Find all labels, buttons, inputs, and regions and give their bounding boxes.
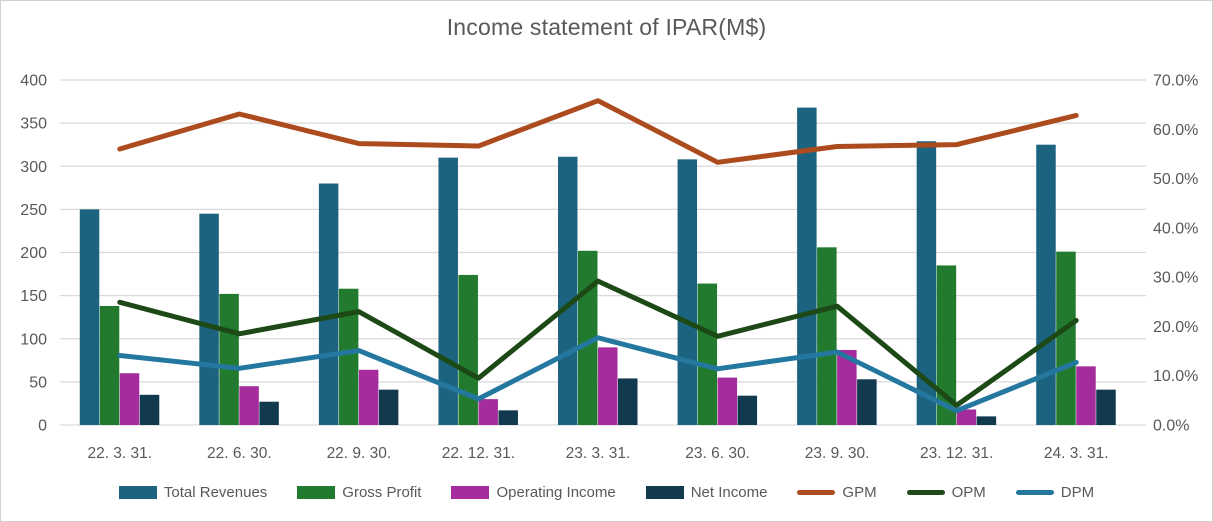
- bar-operating-income: [837, 349, 857, 425]
- legend-swatch-dpm: [1015, 489, 1054, 495]
- line-opm: [117, 278, 1079, 408]
- x-axis-label: 23. 3. 31.: [566, 445, 631, 462]
- bar-operating-income: [1076, 366, 1096, 425]
- left-axis-tick: 300: [20, 159, 47, 176]
- x-axis-label: 24. 3. 31.: [1044, 445, 1109, 462]
- right-axis-tick: 40.0%: [1153, 220, 1198, 237]
- x-axis-label: 23. 9. 30.: [805, 445, 870, 462]
- legend-item-total-revenues: Total Revenues: [118, 483, 268, 501]
- bar-gross-profit: [338, 288, 359, 425]
- bar-operating-income: [717, 377, 738, 425]
- legend-item-opm: OPM: [906, 483, 986, 501]
- bar-gross-profit: [1056, 251, 1076, 425]
- bar-net-income: [259, 401, 279, 425]
- right-axis-tick: 30.0%: [1153, 270, 1198, 287]
- x-axis-label: 22. 12. 31.: [442, 445, 515, 462]
- bar-gross-profit: [99, 305, 120, 425]
- bar-operating-income: [239, 386, 259, 425]
- bar-total-revenues: [677, 159, 698, 425]
- bar-net-income: [737, 395, 758, 425]
- bar-net-income: [618, 378, 638, 425]
- left-axis-tick: 50: [29, 374, 47, 391]
- bar-operating-income: [598, 347, 618, 425]
- left-axis-tick: 350: [20, 116, 47, 133]
- legend-label-gross-profit: Gross Profit: [342, 483, 422, 501]
- left-axis-tick: 400: [20, 73, 47, 90]
- legend-label-operating-income: Operating Income: [496, 483, 616, 501]
- chart-title: Income statement of IPAR(M$): [446, 14, 767, 40]
- bar-total-revenues: [797, 107, 817, 425]
- bar-net-income: [498, 410, 518, 425]
- right-axis-tick: 0.0%: [1153, 418, 1189, 435]
- bar-net-income: [976, 416, 997, 425]
- legend-swatch-opm: [906, 489, 945, 495]
- x-axis-label: 22. 9. 30.: [327, 445, 392, 462]
- bar-gross-profit: [219, 293, 239, 425]
- x-axis-label: 22. 6. 30.: [207, 445, 272, 462]
- bar-net-income: [378, 389, 399, 425]
- left-axis-tick: 0: [38, 418, 47, 435]
- bar-total-revenues: [1036, 144, 1056, 425]
- bar-gross-profit: [817, 247, 837, 425]
- line-dpm: [117, 335, 1079, 414]
- x-axis-label: 23. 12. 31.: [920, 445, 993, 462]
- legend-item-net-income: Net Income: [645, 483, 768, 501]
- legend-item-gpm: GPM: [797, 483, 877, 501]
- legend-label-net-income: Net Income: [690, 483, 768, 501]
- bar-operating-income: [956, 409, 977, 425]
- bar-total-revenues: [199, 213, 219, 425]
- combo-chart-canvas: 400 350 300 250 200 150 100 50 0 70.0% 60.0% 50.0% 4…: [20, 73, 1198, 463]
- left-axis-tick: 250: [20, 202, 47, 219]
- left-axis-tick: 200: [20, 245, 47, 262]
- bar-gross-profit: [458, 274, 478, 425]
- line-gpm: [117, 98, 1079, 165]
- right-axis-tick: 70.0%: [1153, 73, 1198, 90]
- bar-operating-income: [358, 369, 379, 425]
- left-axis-tick: 150: [20, 288, 47, 305]
- bar-net-income: [139, 394, 160, 425]
- bar-gross-profit: [697, 283, 718, 425]
- right-axis-tick: 60.0%: [1153, 122, 1198, 139]
- right-axis-tick: 10.0%: [1153, 368, 1198, 385]
- legend-label-dpm: DPM: [1060, 483, 1095, 501]
- legend-label-gpm: GPM: [842, 483, 877, 501]
- legend: Total Revenues Gross Profit Operating Inco…: [1, 478, 1212, 506]
- x-axis-label: 23. 6. 30.: [685, 445, 750, 462]
- right-axis-tick: 20.0%: [1153, 319, 1198, 336]
- left-axis-tick: 100: [20, 331, 47, 348]
- bar-total-revenues: [916, 141, 937, 426]
- legend-swatch-operating-income: [451, 485, 490, 499]
- legend-item-operating-income: Operating Income: [451, 483, 616, 501]
- right-axis-tick: 50.0%: [1153, 171, 1198, 188]
- bar-net-income: [857, 379, 877, 425]
- legend-label-total-revenues: Total Revenues: [163, 483, 268, 501]
- bar-total-revenues: [558, 156, 578, 425]
- bar-operating-income: [478, 399, 498, 425]
- bar-total-revenues: [79, 209, 100, 425]
- legend-item-dpm: DPM: [1015, 483, 1095, 501]
- legend-swatch-gpm: [797, 489, 836, 495]
- bar-gross-profit: [936, 265, 957, 425]
- legend-swatch-gross-profit: [297, 485, 336, 499]
- legend-item-gross-profit: Gross Profit: [297, 484, 421, 501]
- legend-label-opm: OPM: [951, 483, 986, 501]
- bar-operating-income: [119, 373, 140, 425]
- bar-total-revenues: [318, 183, 339, 425]
- bar-net-income: [1096, 389, 1116, 425]
- x-axis-label: 22. 3. 31.: [87, 445, 152, 462]
- legend-swatch-net-income: [645, 485, 684, 499]
- legend-swatch-total-revenues: [118, 485, 157, 499]
